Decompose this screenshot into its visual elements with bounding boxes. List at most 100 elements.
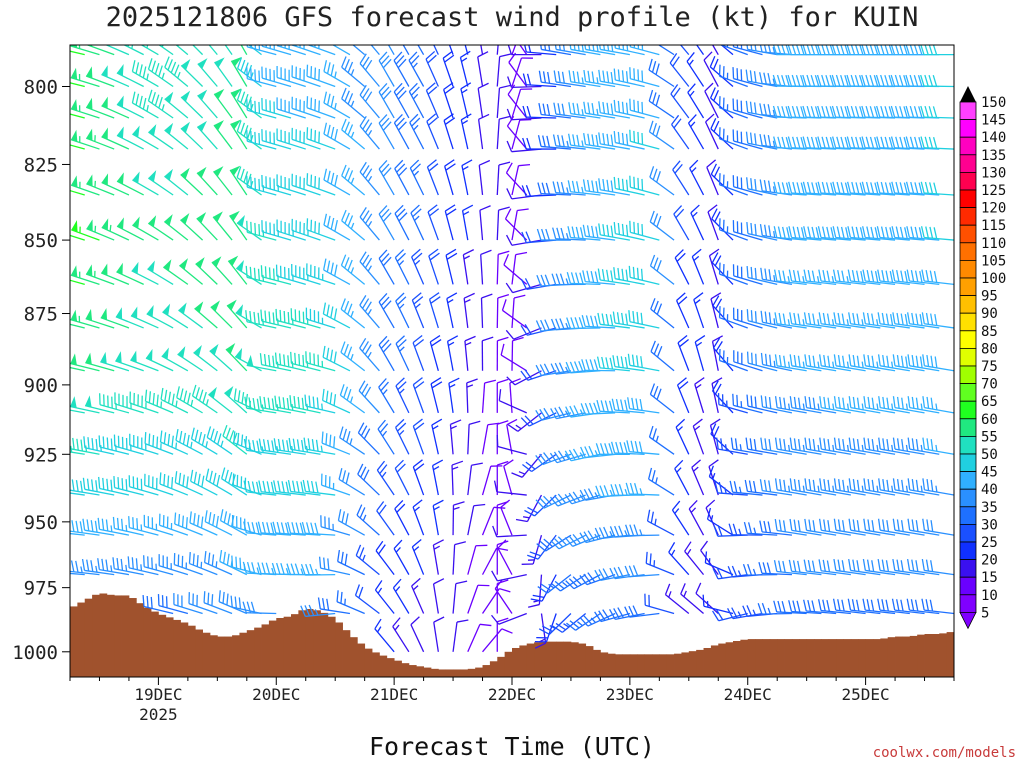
barb-half	[564, 410, 570, 417]
barb-full	[926, 438, 930, 450]
site-credit[interactable]: coolwx.com/models	[872, 745, 1016, 761]
barb-staff	[496, 164, 500, 196]
barb-full	[499, 588, 511, 593]
barb-staff	[359, 304, 380, 329]
barb-full	[347, 259, 353, 271]
wind-barb	[180, 90, 204, 119]
wind-barb	[788, 600, 822, 615]
barb-full	[305, 563, 311, 576]
barb-staff	[747, 232, 778, 241]
barb-full	[777, 226, 782, 238]
barb-staff	[570, 282, 601, 286]
barb-full	[136, 518, 139, 530]
barb-full	[710, 418, 721, 426]
terrain-bar	[850, 639, 859, 677]
barb-full	[411, 248, 421, 258]
barb-staff	[305, 490, 336, 496]
wind-barb	[759, 520, 793, 536]
colorbar-label: 105	[981, 253, 1006, 269]
barb-full	[808, 312, 812, 325]
barb-full	[331, 33, 333, 44]
colorbar-segment	[959, 471, 977, 490]
barb-full	[285, 522, 290, 535]
wind-barb	[774, 354, 807, 372]
barb-full	[793, 312, 797, 325]
barb-staff	[444, 165, 454, 196]
barb-full	[615, 441, 620, 454]
barb-full	[637, 177, 640, 190]
barb-staff	[448, 383, 454, 413]
barb-half	[579, 494, 585, 501]
wind-barb	[481, 588, 511, 614]
barb-full	[362, 210, 370, 221]
barb-staff	[291, 76, 321, 88]
barb-staff	[129, 444, 159, 455]
barb-full	[182, 474, 185, 487]
barb-full	[515, 518, 528, 523]
barb-staff	[880, 448, 910, 455]
wind-barb	[392, 578, 410, 614]
barb-full	[301, 397, 305, 410]
barb-full	[231, 555, 234, 568]
barb-full	[378, 335, 388, 346]
barb-full	[617, 566, 624, 578]
barb-staff	[70, 184, 100, 196]
barb-half	[398, 303, 405, 310]
barb-full	[778, 519, 782, 532]
barb-full	[572, 491, 581, 502]
barb-full	[444, 159, 455, 167]
wind-barb	[906, 558, 940, 576]
barb-full	[622, 45, 625, 51]
barb-staff	[123, 45, 144, 56]
wind-barb	[452, 580, 468, 614]
barb-full	[822, 559, 826, 572]
wind-barb	[159, 472, 189, 496]
wind-barb	[306, 127, 336, 150]
barb-full	[442, 50, 453, 59]
wind-barb	[582, 179, 616, 196]
barb-staff	[556, 48, 586, 56]
wind-barb	[905, 105, 940, 119]
barb-full	[277, 438, 281, 451]
barb-full	[326, 347, 330, 360]
barb-full	[86, 559, 90, 572]
terrain-bar	[843, 639, 852, 677]
barb-flag	[177, 346, 186, 358]
barb-full	[286, 398, 290, 410]
barb-full	[253, 311, 256, 324]
barb-full	[380, 253, 390, 263]
barb-full	[382, 256, 392, 267]
wind-barb	[179, 258, 204, 285]
terrain-bar	[556, 641, 564, 677]
barb-full	[892, 354, 896, 366]
barb-staff	[101, 73, 130, 88]
barb-full	[852, 438, 856, 450]
barb-full	[781, 106, 786, 118]
barb-staff	[776, 529, 807, 536]
barb-full	[675, 208, 685, 219]
barb-staff	[496, 254, 499, 285]
wind-barb	[356, 504, 380, 536]
barb-full	[628, 565, 635, 577]
barb-staff	[509, 382, 513, 413]
wind-barb	[694, 334, 706, 371]
barb-full	[637, 69, 640, 81]
barb-full	[925, 599, 930, 611]
barb-full	[325, 433, 328, 445]
wind-barb	[648, 425, 675, 455]
barb-full	[915, 479, 919, 492]
barb-full	[203, 550, 207, 563]
barb-staff	[650, 393, 675, 414]
barb-staff	[820, 609, 851, 615]
barb-full	[789, 437, 793, 450]
wind-barb	[323, 213, 351, 241]
terrain-bar	[681, 652, 690, 677]
wind-barb	[774, 518, 807, 536]
barb-staff	[517, 412, 542, 432]
wind-barb	[732, 264, 763, 286]
barb-full	[871, 355, 875, 368]
barb-full	[287, 521, 292, 534]
barb-full	[617, 131, 621, 144]
barb-full	[560, 227, 565, 240]
barb-half	[146, 45, 149, 49]
